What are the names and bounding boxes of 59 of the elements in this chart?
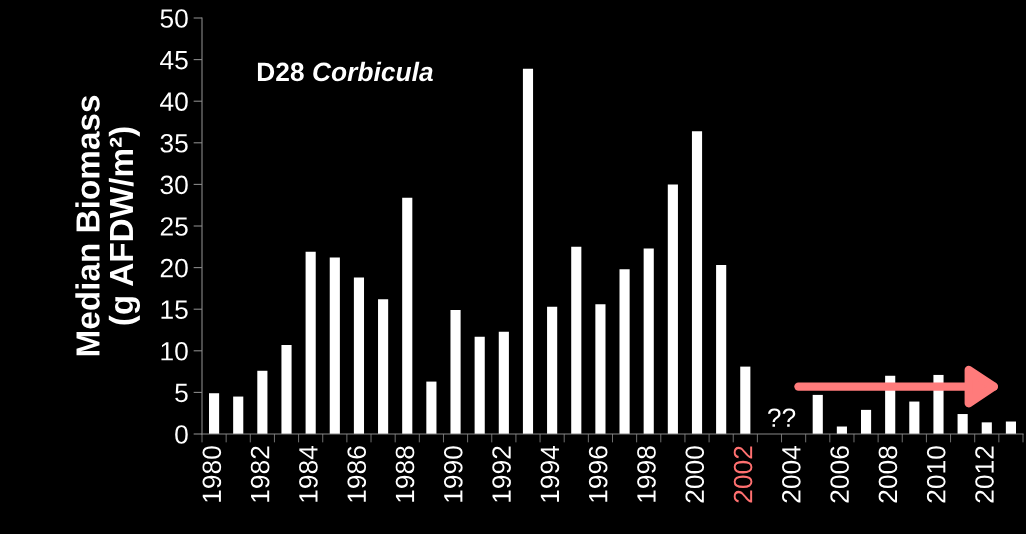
x-tick-label: 1996 — [588, 446, 608, 502]
x-tick-label: 2002 — [733, 446, 753, 503]
bar — [522, 68, 534, 434]
x-tick-label: 1998 — [637, 446, 656, 502]
bar — [209, 393, 220, 434]
y-tick-label: 30 — [160, 175, 188, 195]
bar — [378, 299, 389, 434]
y-tick-label: 20 — [160, 258, 188, 278]
x-tick-label: 2012 — [975, 446, 994, 503]
y-tick-label: 0 — [175, 425, 188, 444]
x-tick-label: 2006 — [830, 446, 849, 503]
y-axis-title: Median Biomass (g AFDW/m²) — [75, 95, 141, 356]
bar — [281, 344, 292, 434]
bar — [450, 310, 461, 434]
bar — [402, 197, 413, 434]
bar — [233, 396, 244, 434]
bar — [305, 251, 316, 434]
bar — [474, 336, 485, 434]
bar — [329, 257, 340, 434]
bar — [547, 306, 558, 434]
y-tick-label: 15 — [161, 300, 188, 320]
annotation: ?? — [767, 408, 796, 427]
bar — [643, 248, 654, 434]
bar — [571, 246, 582, 434]
bar — [860, 409, 872, 434]
y-tick-label: 45 — [160, 51, 188, 70]
bar — [498, 331, 509, 434]
y-tick-label: 40 — [160, 92, 188, 112]
x-tick-label: 1990 — [443, 446, 463, 502]
bar — [691, 131, 703, 434]
y-tick-label: 50 — [160, 9, 188, 28]
bar — [981, 422, 992, 434]
y-tick-label: 35 — [160, 133, 188, 153]
x-tick-label: 1986 — [347, 446, 367, 502]
y-tick-label: 25 — [160, 217, 188, 236]
bar — [812, 394, 823, 434]
y-tick-label: 10 — [161, 341, 188, 361]
bar — [353, 277, 365, 434]
x-tick-label: 1992 — [492, 446, 511, 502]
y-tick-label: 5 — [175, 383, 188, 403]
x-tick-label: 1980 — [202, 446, 222, 502]
bar — [619, 269, 630, 434]
bar — [257, 370, 268, 434]
bar — [667, 184, 678, 434]
x-tick-label: 2010 — [926, 446, 946, 503]
x-tick-label: 2008 — [878, 446, 898, 503]
text: D28 Corbicula — [257, 61, 433, 82]
bar — [716, 265, 727, 434]
x-tick-label: 1982 — [250, 446, 270, 502]
x-tick-label: 1994 — [540, 445, 560, 502]
bar — [426, 381, 437, 434]
bar — [740, 366, 751, 434]
x-tick-label: 1988 — [395, 446, 415, 502]
x-tick-label: 1984 — [299, 445, 318, 502]
x-tick-label: 2000 — [685, 446, 705, 503]
bar — [595, 304, 606, 434]
bar — [957, 414, 968, 434]
bar — [909, 401, 920, 434]
x-tick-label: 2004 — [782, 445, 801, 503]
